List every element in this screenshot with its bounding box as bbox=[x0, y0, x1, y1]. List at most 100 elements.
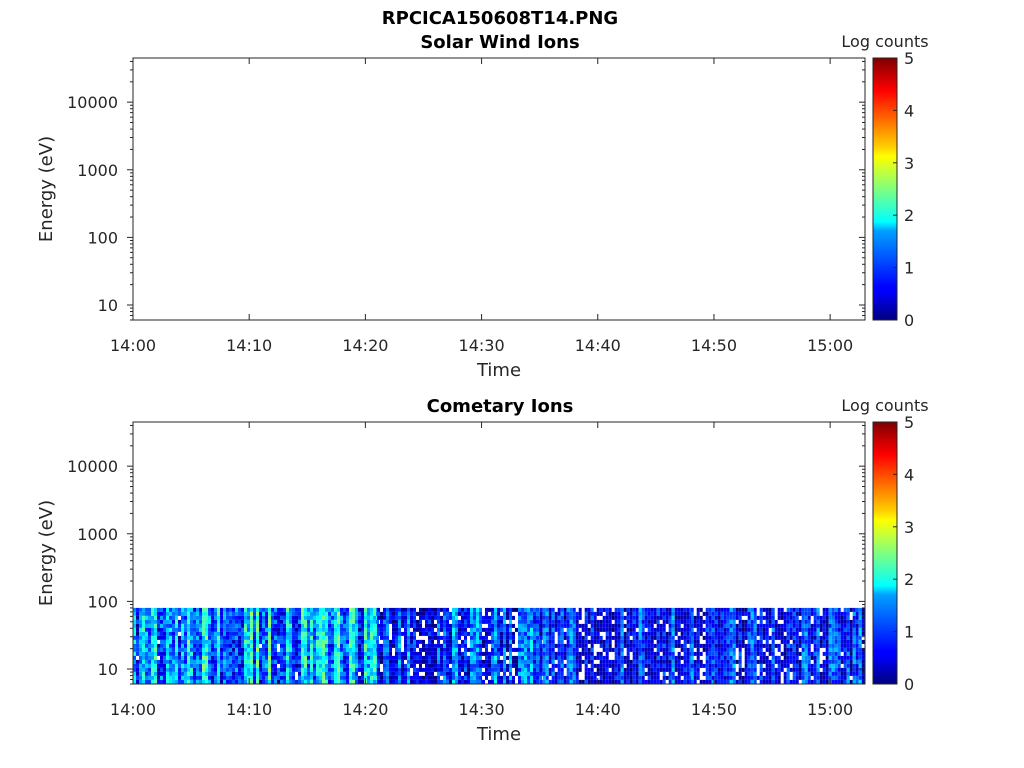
spectrogram-cell bbox=[563, 643, 567, 648]
spectrogram-cell bbox=[202, 639, 205, 644]
spectrogram-cell bbox=[298, 663, 301, 668]
spectrogram-cell bbox=[307, 651, 310, 656]
spectrogram-cell bbox=[771, 643, 775, 648]
spectrogram-cell bbox=[680, 631, 684, 636]
spectrogram-cell bbox=[726, 643, 730, 648]
spectrogram-cell bbox=[488, 659, 491, 664]
spectrogram-cell bbox=[744, 679, 748, 684]
spectrogram-cell bbox=[187, 655, 190, 660]
spectrogram-cell bbox=[437, 675, 440, 680]
spectrogram-cell bbox=[238, 655, 241, 660]
spectrogram-cell bbox=[304, 611, 307, 616]
spectrogram-cell bbox=[337, 615, 340, 620]
spectrogram-cell bbox=[653, 667, 657, 672]
spectrogram-cell bbox=[726, 671, 730, 676]
spectrogram-cell bbox=[386, 635, 389, 640]
spectrogram-cell bbox=[157, 651, 160, 656]
spectrogram-cell bbox=[572, 647, 576, 652]
spectrogram-cell bbox=[551, 667, 555, 672]
spectrogram-cell bbox=[328, 675, 331, 680]
spectrogram-cell bbox=[250, 667, 253, 672]
spectrogram-cell bbox=[632, 667, 636, 672]
spectrogram-cell bbox=[533, 635, 536, 640]
spectrogram-cell bbox=[557, 647, 561, 652]
spectrogram-cell bbox=[157, 627, 160, 632]
spectrogram-cell bbox=[334, 655, 337, 660]
spectrogram-cell bbox=[346, 663, 349, 668]
spectrogram-cell bbox=[620, 627, 624, 632]
spectrogram-cell bbox=[539, 679, 543, 684]
spectrogram-cell bbox=[711, 623, 715, 628]
spectrogram-cell bbox=[584, 619, 588, 624]
spectrogram-cell bbox=[545, 619, 549, 624]
spectrogram-cell bbox=[316, 631, 319, 636]
spectrogram-cell bbox=[304, 635, 307, 640]
spectrogram-cell bbox=[852, 643, 856, 648]
spectrogram-cell bbox=[861, 623, 865, 628]
spectrogram-cell bbox=[289, 635, 292, 640]
spectrogram-cell bbox=[319, 611, 322, 616]
spectrogram-cell bbox=[449, 635, 452, 640]
spectrogram-cell bbox=[813, 631, 817, 636]
spectrogram-cell bbox=[298, 679, 301, 684]
spectrogram-cell bbox=[801, 675, 805, 680]
spectrogram-cell bbox=[175, 611, 178, 616]
spectrogram-cell bbox=[479, 663, 482, 668]
spectrogram-cell bbox=[789, 635, 793, 640]
spectrogram-cell bbox=[798, 623, 802, 628]
spectrogram-cell bbox=[214, 667, 217, 672]
spectrogram-cell bbox=[572, 619, 576, 624]
spectrogram-cell bbox=[617, 643, 621, 648]
spectrogram-cell bbox=[720, 619, 724, 624]
x-tick-label: 14:00 bbox=[110, 336, 156, 355]
spectrogram-cell bbox=[759, 623, 763, 628]
spectrogram-cell bbox=[440, 671, 443, 676]
spectrogram-cell bbox=[551, 607, 555, 612]
spectrogram-cell bbox=[398, 619, 401, 624]
spectrogram-cell bbox=[530, 619, 533, 624]
spectrogram-cell bbox=[169, 643, 172, 648]
spectrogram-cell bbox=[431, 679, 434, 684]
spectrogram-cell bbox=[512, 675, 515, 680]
spectrogram-cell bbox=[813, 659, 817, 664]
spectrogram-cell bbox=[148, 655, 151, 660]
spectrogram-cell bbox=[473, 679, 476, 684]
spectrogram-cell bbox=[506, 647, 509, 652]
spectrogram-cell bbox=[413, 643, 416, 648]
spectrogram-cell bbox=[337, 647, 340, 652]
spectrogram-cell bbox=[295, 651, 298, 656]
spectrogram-cell bbox=[364, 627, 367, 632]
spectrogram-cell bbox=[473, 611, 476, 616]
spectrogram-cell bbox=[714, 607, 718, 612]
spectrogram-cell bbox=[494, 623, 497, 628]
spectrogram-cell bbox=[539, 651, 543, 656]
spectrogram-cell bbox=[169, 675, 172, 680]
spectrogram-cell bbox=[605, 643, 609, 648]
spectrogram-cell bbox=[858, 643, 862, 648]
spectrogram-cell bbox=[807, 675, 811, 680]
spectrogram-cell bbox=[819, 663, 823, 668]
spectrogram-cell bbox=[686, 663, 690, 668]
spectrogram-cell bbox=[220, 643, 223, 648]
spectrogram-cell bbox=[310, 643, 313, 648]
spectrogram-cell bbox=[428, 611, 431, 616]
spectrogram-cell bbox=[383, 671, 386, 676]
spectrogram-cell bbox=[816, 667, 820, 672]
spectrogram-cell bbox=[816, 643, 820, 648]
spectrogram-cell bbox=[190, 675, 193, 680]
spectrogram-cell bbox=[416, 619, 419, 624]
spectrogram-cell bbox=[593, 663, 597, 668]
spectrogram-cell bbox=[804, 619, 808, 624]
spectrogram-cell bbox=[247, 675, 250, 680]
spectrogram-cell bbox=[440, 623, 443, 628]
spectrogram-cell bbox=[220, 659, 223, 664]
spectrogram-cell bbox=[467, 679, 470, 684]
spectrogram-cell bbox=[614, 679, 618, 684]
spectrogram-cell bbox=[437, 627, 440, 632]
spectrogram-cell bbox=[581, 659, 585, 664]
spectrogram-cell bbox=[732, 643, 736, 648]
spectrogram-cell bbox=[777, 611, 781, 616]
spectrogram-cell bbox=[214, 623, 217, 628]
spectrogram-cell bbox=[834, 615, 838, 620]
spectrogram-cell bbox=[548, 627, 552, 632]
